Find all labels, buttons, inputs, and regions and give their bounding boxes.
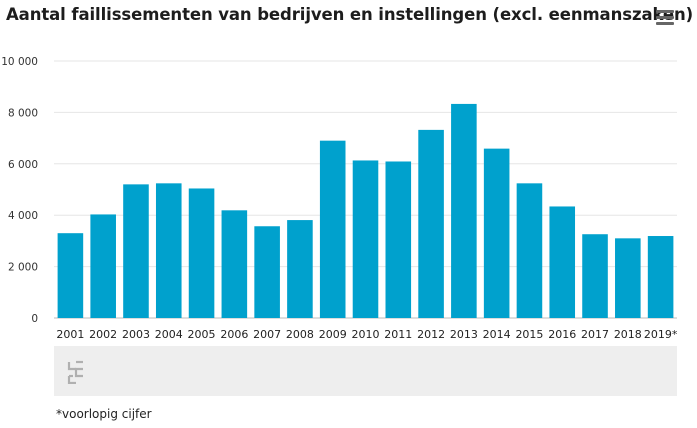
bar-2017[interactable]: [582, 234, 608, 318]
bar-2016[interactable]: [549, 206, 576, 318]
bar-2014[interactable]: [483, 148, 510, 318]
bar-2009[interactable]: [319, 140, 346, 318]
bar-2004[interactable]: [155, 183, 182, 318]
bar-2003[interactable]: [123, 184, 149, 318]
bar-chart: 0 2 000 4 000 6 000 8 000 10 000 2001 2002 2003…: [1, 56, 678, 341]
bar-2008[interactable]: [287, 220, 313, 318]
chart-title: Aantal faillissementen van bedrijven en …: [6, 5, 694, 24]
y-axis-tick-labels: 0 2 000 4 000 6 000 8 000 10 000: [1, 56, 38, 325]
x-tick-label: 2008: [286, 328, 314, 341]
x-tick-label: 2011: [384, 328, 412, 341]
footnote: *voorlopig cijfer: [56, 407, 152, 421]
x-tick-label: 2018: [614, 328, 642, 341]
x-tick-label: 2002: [89, 328, 117, 341]
x-axis-tick-labels: 2001 2002 2003 2004 2005 2006 2007 2008 2009 2010…: [56, 328, 677, 341]
bar-2006[interactable]: [221, 210, 248, 318]
cbs-logo-icon: [67, 360, 83, 384]
x-tick-label: 2003: [122, 328, 150, 341]
y-tick-label: 6 000: [8, 159, 38, 171]
hamburger-menu-icon[interactable]: [656, 10, 674, 26]
bar-2011[interactable]: [385, 161, 412, 318]
x-tick-label: 2009: [319, 328, 347, 341]
x-tick-label: 2001: [56, 328, 84, 341]
bar-2010[interactable]: [352, 160, 379, 318]
y-tick-label: 2 000: [8, 262, 38, 274]
x-tick-label: 2006: [220, 328, 248, 341]
x-tick-label: 2015: [515, 328, 543, 341]
y-tick-label: 8 000: [8, 107, 38, 119]
x-tick-label: 2005: [188, 328, 216, 341]
bar-2019[interactable]: [647, 236, 674, 318]
x-tick-label: 2014: [483, 328, 511, 341]
x-tick-label: 2013: [450, 328, 478, 341]
x-tick-label: 2010: [352, 328, 380, 341]
y-tick-label: 10 000: [1, 56, 38, 68]
bar-2007[interactable]: [254, 226, 280, 318]
y-tick-label: 4 000: [8, 210, 38, 222]
x-tick-label: 2007: [253, 328, 281, 341]
x-tick-label: 2004: [155, 328, 183, 341]
bar-2015[interactable]: [516, 183, 543, 318]
bars: [57, 103, 674, 318]
y-tick-label: 0: [31, 313, 38, 325]
bar-2001[interactable]: [57, 233, 84, 318]
bar-2005[interactable]: [188, 188, 215, 318]
bar-2012[interactable]: [418, 129, 444, 318]
source-panel: [54, 346, 677, 396]
bar-2002[interactable]: [90, 214, 116, 318]
bar-2018[interactable]: [615, 238, 641, 318]
bar-2013[interactable]: [451, 103, 477, 318]
x-tick-label: 2017: [581, 328, 609, 341]
x-tick-label: 2016: [548, 328, 576, 341]
x-tick-label: 2019*: [644, 328, 678, 341]
x-tick-label: 2012: [417, 328, 445, 341]
